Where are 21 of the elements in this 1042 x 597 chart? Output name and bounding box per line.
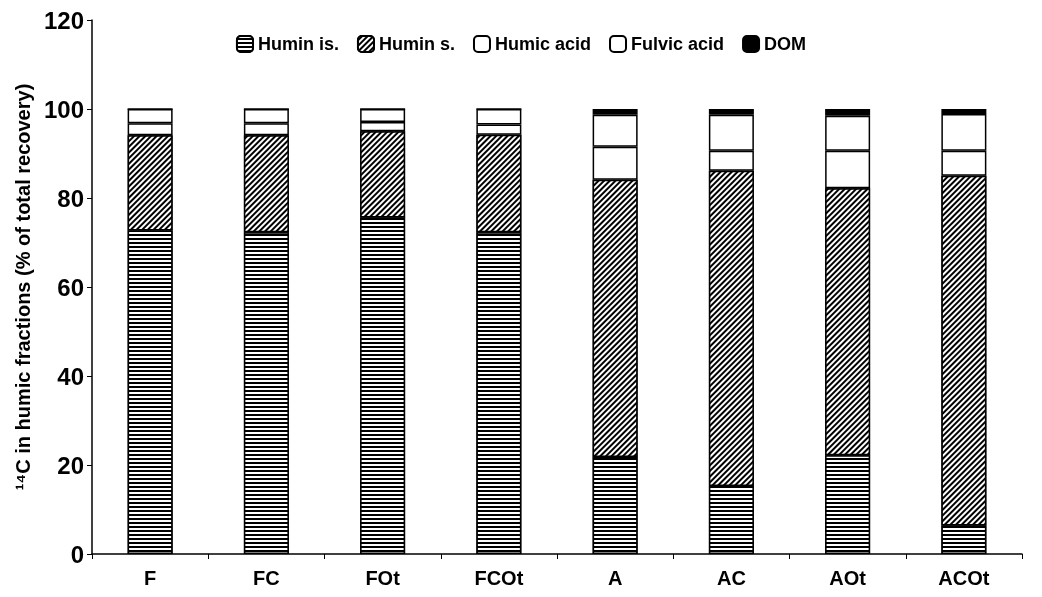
x-tick-label: FC xyxy=(253,567,280,589)
y-tick-label: 60 xyxy=(57,273,84,301)
y-tick-label: 40 xyxy=(57,362,84,390)
x-tick-label: AC xyxy=(716,567,746,589)
y-tick-label: 120 xyxy=(43,6,84,34)
x-tick-label: A xyxy=(607,567,623,589)
x-tick-label: F xyxy=(144,567,157,589)
legend-label: Humin is. xyxy=(257,34,339,54)
x-tick-label: FCOt xyxy=(474,567,524,589)
x-tick-label: ACOt xyxy=(938,567,990,589)
y-tick-label: 0 xyxy=(70,540,84,568)
y-tick-label: 100 xyxy=(43,95,84,123)
legend-label: Fulvic acid xyxy=(631,34,725,54)
legend-label: Humic acid xyxy=(494,34,592,54)
y-tick-label: 20 xyxy=(57,451,84,479)
legend-label: DOM xyxy=(764,34,807,54)
legend-label: Humin s. xyxy=(378,34,455,54)
x-tick-label: AOt xyxy=(829,567,867,589)
y-axis-title: ¹⁴C in humic fractions (% of total recovery) xyxy=(12,83,35,491)
y-tick-label: 80 xyxy=(57,184,84,212)
x-tick-label: FOt xyxy=(365,567,401,589)
